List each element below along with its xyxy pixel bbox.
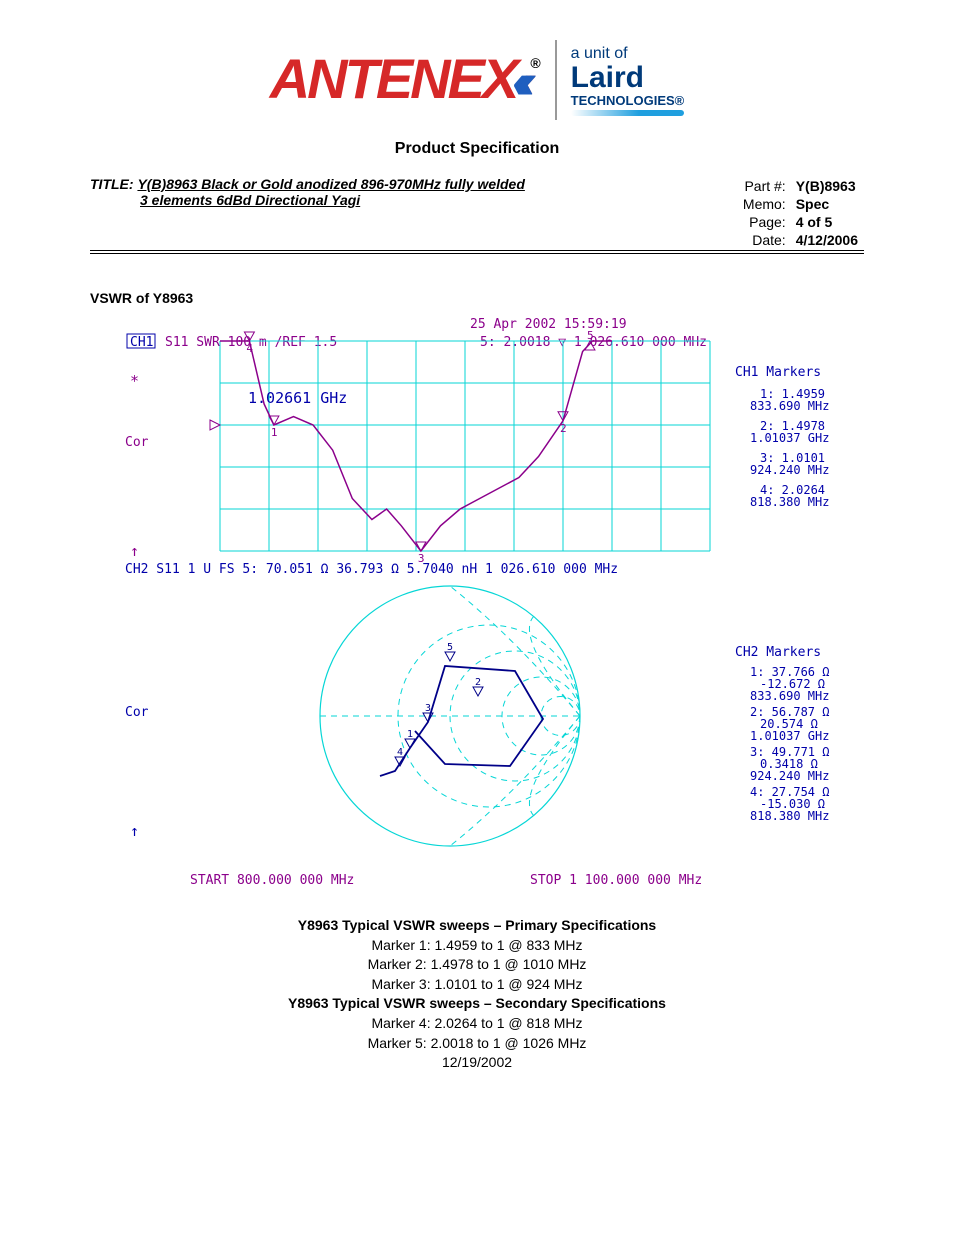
spec-marker4: Marker 4: 2.0264 to 1 @ 818 MHz	[90, 1014, 864, 1034]
svg-text:2: 2	[475, 677, 481, 688]
vswr-chart: 25 Apr 2002 15:59:19CH1 S11 SWR 100 m /R…	[110, 316, 864, 896]
spec-marker2: Marker 2: 1.4978 to 1 @ 1010 MHz	[90, 955, 864, 975]
antenex-text: ANTENEX	[270, 51, 517, 107]
spec-heading-primary: Y8963 Typical VSWR sweeps – Primary Spec…	[90, 916, 864, 936]
meta-part-value: Y(B)8963	[792, 178, 862, 194]
meta-memo-label: Memo:	[739, 196, 790, 212]
spec-date: 12/19/2002	[90, 1053, 864, 1073]
svg-text:4: 4	[397, 747, 403, 758]
divider	[555, 40, 557, 120]
antenex-logo: ANTENEX ‹‹‹‹‹ ®	[270, 51, 541, 110]
divider-rule	[90, 253, 864, 254]
spec-summary: Y8963 Typical VSWR sweeps – Primary Spec…	[90, 916, 864, 1073]
logo-bar: ANTENEX ‹‹‹‹‹ ® a unit of Laird TECHNOLO…	[90, 40, 864, 120]
meta-date-value: 4/12/2006	[792, 232, 862, 248]
swoosh-icon	[571, 110, 685, 116]
svg-text:STOP 1 100.000 000 MHz: STOP 1 100.000 000 MHz	[530, 873, 702, 888]
svg-text:924.240 MHz: 924.240 MHz	[750, 769, 829, 783]
laird-tech-text: TECHNOLOGIES®	[571, 93, 685, 108]
spec-marker5: Marker 5: 2.0018 to 1 @ 1026 MHz	[90, 1034, 864, 1054]
svg-text:818.380 MHz: 818.380 MHz	[750, 809, 829, 823]
svg-text:CH1 Markers: CH1 Markers	[735, 365, 821, 380]
page-title: Product Specification	[90, 140, 864, 158]
title-row: TITLE: Y(B)8963 Black or Gold anodized 8…	[90, 176, 864, 250]
section-title: VSWR of Y8963	[90, 290, 864, 306]
divider-rule	[90, 250, 864, 251]
spec-heading-secondary: Y8963 Typical VSWR sweeps – Secondary Sp…	[90, 994, 864, 1014]
svg-text:*: *	[130, 372, 139, 390]
laird-name-text: Laird	[571, 63, 685, 93]
svg-text:1: 1	[271, 426, 278, 439]
title-line2: 3 elements 6dBd Directional Yagi	[140, 192, 525, 208]
meta-date-label: Date:	[739, 232, 790, 248]
svg-text:↑: ↑	[130, 822, 139, 840]
svg-text:5: 5	[447, 642, 453, 653]
spec-marker1: Marker 1: 1.4959 to 1 @ 833 MHz	[90, 936, 864, 956]
meta-page-value: 4 of 5	[792, 214, 862, 230]
svg-text:↑: ↑	[130, 542, 139, 560]
svg-text:START 800.000 000 MHz: START 800.000 000 MHz	[190, 873, 354, 888]
meta-page-label: Page:	[739, 214, 790, 230]
laird-unit-text: a unit of	[571, 45, 685, 63]
registered-icon: ®	[530, 55, 540, 71]
svg-text:833.690 MHz: 833.690 MHz	[750, 399, 829, 413]
svg-text:CH2 S11 1 U FS 5: 70.0: CH2 S11 1 U FS 5: 70.051 Ω 36.793 Ω 5.70…	[125, 562, 618, 577]
title-line1: Y(B)8963 Black or Gold anodized 896-970M…	[137, 176, 524, 192]
meta-part-label: Part #:	[739, 178, 790, 194]
spec-marker3: Marker 3: 1.0101 to 1 @ 924 MHz	[90, 975, 864, 995]
title-block: TITLE: Y(B)8963 Black or Gold anodized 8…	[90, 176, 525, 208]
svg-text:924.240 MHz: 924.240 MHz	[750, 463, 829, 477]
svg-text:5: 5	[587, 329, 594, 342]
svg-text:1: 1	[407, 729, 413, 740]
svg-text:2: 2	[560, 422, 567, 435]
svg-text:Cor: Cor	[125, 705, 149, 720]
svg-text:833.690 MHz: 833.690 MHz	[750, 689, 829, 703]
laird-logo: a unit of Laird TECHNOLOGIES®	[571, 45, 685, 116]
meta-memo-value: Spec	[792, 196, 862, 212]
svg-text:Cor: Cor	[125, 435, 149, 450]
title-label: TITLE:	[90, 176, 134, 192]
svg-text:1.01037 GHz: 1.01037 GHz	[750, 431, 829, 445]
svg-text:818.380 MHz: 818.380 MHz	[750, 495, 829, 509]
svg-text:4: 4	[246, 342, 253, 355]
svg-text:3: 3	[425, 703, 431, 714]
svg-text:CH2 Markers: CH2 Markers	[735, 645, 821, 660]
svg-text:25 Apr 2002 15:59:19: 25 Apr 2002 15:59:19	[470, 317, 627, 332]
svg-text:1.01037 GHz: 1.01037 GHz	[750, 729, 829, 743]
meta-table: Part #:Y(B)8963 Memo:Spec Page:4 of 5 Da…	[737, 176, 864, 250]
